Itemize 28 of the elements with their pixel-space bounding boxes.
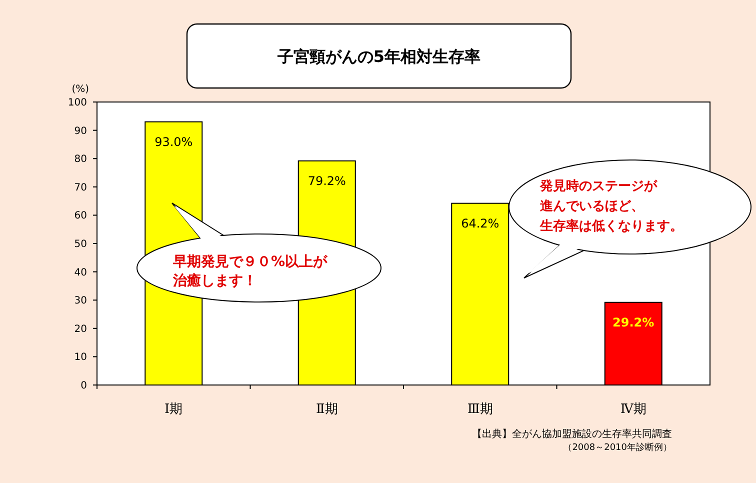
x-tick-label: Ⅱ期	[316, 402, 338, 417]
y-tick-label: 40	[74, 267, 87, 278]
y-tick-label: 30	[74, 296, 87, 307]
x-tick-label: Ⅳ期	[620, 402, 646, 417]
text: （2008～2010年診断例）	[563, 442, 672, 453]
y-tick-label: 20	[74, 324, 87, 335]
text: 【出典】全がん協加盟施設の生存率共同調査	[472, 428, 672, 440]
data-label: 79.2%	[308, 174, 346, 188]
data-label: 29.2%	[612, 315, 654, 330]
x-tick-label: Ⅰ期	[164, 402, 183, 417]
y-axis-title: (%)	[72, 84, 90, 95]
y-tick-label: 0	[80, 380, 87, 392]
chart-title: 子宮頸がんの5年相対生存率	[276, 47, 481, 66]
data-label: 93.0%	[154, 134, 193, 149]
annotation: 早期発見で９０%以上が	[172, 254, 328, 270]
y-tick-label: 10	[74, 352, 87, 364]
y-tick-label: 80	[74, 154, 87, 166]
y-tick-label: 100	[68, 98, 87, 108]
data-label: 64.2%	[461, 216, 500, 230]
x-tick-label: Ⅲ期	[467, 402, 493, 417]
annotation: 治癒します！	[172, 272, 257, 289]
y-tick-label: 70	[74, 182, 87, 194]
annotation: 進んでいるほど、	[539, 199, 644, 214]
annotation: 発見時のステージが	[539, 179, 658, 194]
annotation: 生存率は低くなります。	[539, 218, 683, 234]
y-tick-label: 60	[74, 210, 87, 222]
y-tick-label: 50	[74, 239, 87, 250]
y-tick-label: 90	[74, 126, 87, 137]
